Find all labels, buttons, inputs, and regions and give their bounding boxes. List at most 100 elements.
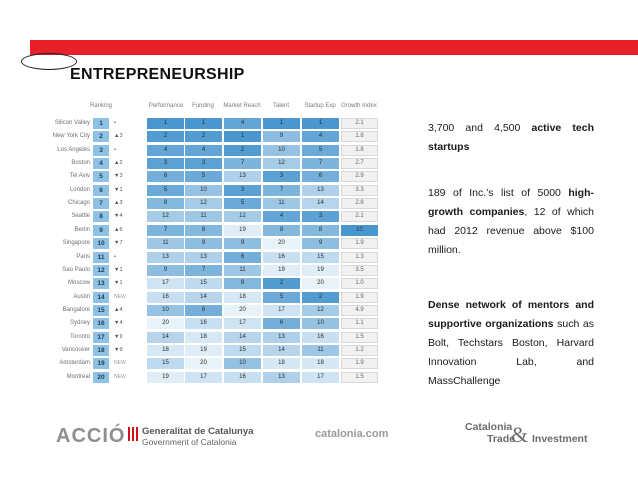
rank-change: ▼4 — [114, 320, 123, 327]
score-cell-startup: 2 — [302, 291, 339, 303]
city-name: Toronto — [69, 333, 90, 340]
score-cell-perf: 7 — [147, 224, 184, 236]
score-cell-fund: 12 — [185, 198, 222, 210]
growth-index-cell: 1.8 — [341, 131, 378, 143]
table-row: Moscow 13 ▼1 17 15 8 2 20 1.0 — [28, 277, 413, 290]
score-cell-startup: 12 — [302, 304, 339, 316]
city-name: New York City — [52, 133, 90, 140]
rank-change: ▼9 — [114, 346, 123, 353]
point-mentors-bold: Dense network of mentors and supportive … — [428, 299, 594, 330]
score-cell-startup: 19 — [302, 264, 339, 276]
score-cell-startup: 14 — [302, 198, 339, 210]
score-cell-market: 15 — [224, 344, 261, 356]
table-row: Austin 14 NEW 16 14 18 5 2 1.9 — [28, 291, 413, 304]
gencat-subtitle: Government of Catalonia — [142, 437, 237, 447]
growth-index-cell: 1.2 — [341, 344, 378, 356]
table-header: Growth Index — [341, 103, 377, 109]
growth-index-cell: 1.0 — [341, 278, 378, 290]
rank-change: • — [114, 120, 116, 126]
city-name: Singapore — [62, 240, 90, 247]
score-cell-talent: 12 — [263, 158, 300, 170]
score-cell-startup: 9 — [302, 238, 339, 250]
score-cell-fund: 1 — [185, 118, 222, 129]
score-cell-perf: 19 — [147, 371, 184, 383]
growth-index-cell: 2.8 — [341, 198, 378, 210]
table-row: Boston 4 ▲2 3 3 7 12 7 2.7 — [28, 157, 413, 170]
score-cell-fund: 2 — [185, 131, 222, 143]
city-name: Sao Paulo — [62, 266, 90, 273]
score-cell-market: 18 — [224, 291, 261, 303]
score-cell-startup: 20 — [302, 278, 339, 290]
score-cell-talent: 11 — [263, 198, 300, 210]
score-cell-startup: 4 — [302, 131, 339, 143]
score-cell-perf: 4 — [147, 144, 184, 156]
score-cell-market: 8 — [224, 278, 261, 290]
growth-index-cell: 1.9 — [341, 358, 378, 370]
score-cell-startup: 11 — [302, 344, 339, 356]
city-name: Montreal — [66, 373, 90, 380]
score-cell-market: 16 — [224, 371, 261, 383]
city-name: Moscow — [67, 280, 90, 287]
rank-change: NEW — [114, 293, 126, 300]
gencat-flag-icon — [128, 427, 138, 441]
growth-index-cell: 4.9 — [341, 304, 378, 316]
table-row: Bangalore 15 ▲4 10 6 20 17 12 4.9 — [28, 304, 413, 317]
city-name: Amsterdam — [59, 360, 90, 367]
growth-index-cell: 1.3 — [341, 251, 378, 263]
city-name: Silicon Valley — [54, 120, 90, 126]
score-cell-perf: 12 — [147, 211, 184, 223]
score-cell-startup: 3 — [302, 211, 339, 223]
score-cell-talent: 13 — [263, 371, 300, 383]
score-cell-market: 6 — [224, 251, 261, 263]
score-cell-perf: 18 — [147, 344, 184, 356]
score-cell-startup: 10 — [302, 318, 339, 330]
rank-change: ▲3 — [114, 133, 123, 140]
score-cell-market: 4 — [224, 118, 261, 129]
table-header: Talent — [272, 103, 289, 109]
city-name: London — [69, 186, 90, 193]
score-cell-market: 2 — [224, 144, 261, 156]
score-cell-talent: 2 — [263, 278, 300, 290]
score-cell-perf: 15 — [147, 358, 184, 370]
rank-change: ▼3 — [114, 173, 123, 180]
rank-change: ▲6 — [114, 226, 123, 233]
city-name: Boston — [71, 160, 90, 167]
website-link[interactable]: catalonia.com — [315, 428, 389, 440]
city-name: Austin — [73, 293, 90, 300]
rank-badge: 16 — [93, 318, 109, 330]
city-name: Sydney — [69, 320, 90, 327]
growth-index-cell: 1.9 — [341, 291, 378, 303]
score-cell-talent: 16 — [263, 251, 300, 263]
score-cell-talent: 4 — [263, 211, 300, 223]
score-cell-perf: 14 — [147, 331, 184, 343]
score-cell-talent: 6 — [263, 318, 300, 330]
ct-logo-line1: Catalonia — [465, 421, 513, 433]
table-header: Funding — [192, 103, 214, 109]
table-row: London 6 ▼1 5 10 3 7 13 3.3 — [28, 184, 413, 197]
score-cell-fund: 7 — [185, 264, 222, 276]
growth-index-cell: 2.1 — [341, 118, 378, 129]
score-cell-startup: 5 — [302, 144, 339, 156]
score-cell-market: 10 — [224, 358, 261, 370]
score-cell-perf: 11 — [147, 238, 184, 250]
table-header: Market Reach — [223, 103, 261, 109]
table-row: Tel Aviv 5 ▼3 6 5 13 3 6 2.9 — [28, 170, 413, 183]
rank-change: ▲4 — [114, 306, 123, 313]
score-cell-startup: 13 — [302, 184, 339, 196]
growth-index-cell: 1.8 — [341, 144, 378, 156]
score-cell-market: 7 — [224, 158, 261, 170]
score-cell-fund: 3 — [185, 158, 222, 170]
score-cell-fund: 4 — [185, 144, 222, 156]
gencat-name: Generalitat de Catalunya — [142, 426, 254, 437]
score-cell-fund: 5 — [185, 171, 222, 183]
ct-logo-line2: Trade Investment — [487, 433, 587, 445]
table-row: Chicago 7 ▲3 8 12 5 11 14 2.8 — [28, 197, 413, 210]
point-growth-text-2: , 12 of which had 2012 revenue above $10… — [428, 206, 595, 256]
score-cell-talent: 1 — [263, 118, 300, 129]
growth-index-cell: 2.7 — [341, 158, 378, 170]
table-header: Startup Exp — [304, 103, 336, 109]
point-growth: 189 of Inc.’s list of 5000 high-growth c… — [428, 184, 594, 260]
rank-badge: 11 — [93, 251, 109, 263]
point-startups-text: 3,700 and 4,500 — [428, 122, 532, 134]
score-cell-perf: 16 — [147, 291, 184, 303]
